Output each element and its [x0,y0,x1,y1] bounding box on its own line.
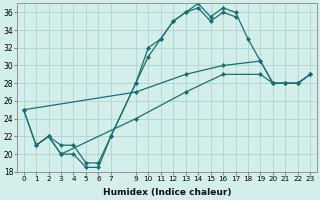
X-axis label: Humidex (Indice chaleur): Humidex (Indice chaleur) [103,188,231,197]
